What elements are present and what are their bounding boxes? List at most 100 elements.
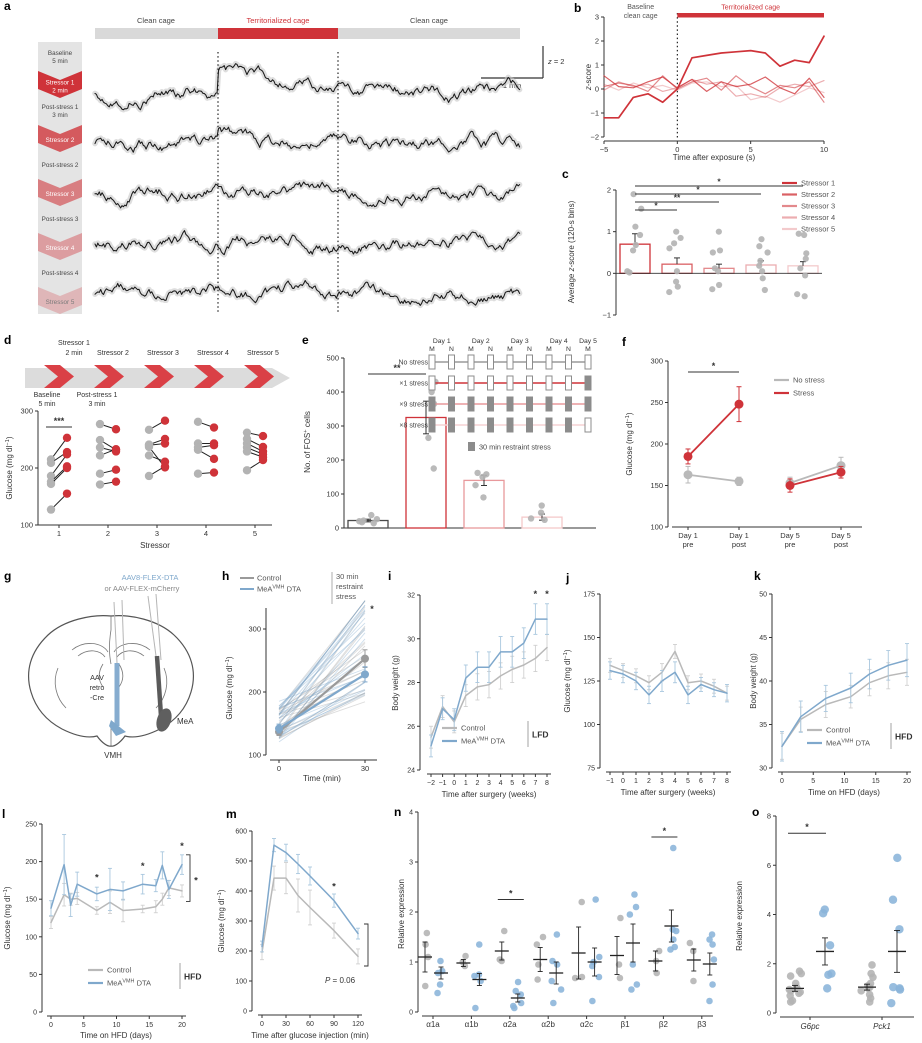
label: 2 — [607, 186, 611, 195]
label: Stressor 2 — [97, 350, 129, 357]
label: Relative expression — [397, 879, 406, 949]
label: Time after glucose injection (min) — [251, 1031, 369, 1040]
label: 1 — [607, 227, 611, 236]
session-box — [487, 354, 494, 370]
label: No stress — [793, 376, 825, 385]
label: 26 — [407, 724, 415, 731]
session-box — [526, 354, 533, 370]
comparison-bracket — [364, 923, 369, 967]
label: 10 — [113, 1022, 121, 1029]
label: 100 — [650, 523, 663, 532]
mean-bars — [648, 909, 679, 972]
label: 8 — [767, 812, 771, 821]
panel-k-canvas: 30 35 40 45 50 0 5 10 15 20 Control MeAVMH DTA HFD Ti… — [749, 592, 912, 798]
label: Stressor 1 — [801, 179, 835, 188]
label: Stressor 1 — [58, 340, 90, 347]
label: 3 min — [88, 401, 105, 408]
label: 1 — [464, 780, 468, 787]
label: N — [527, 346, 532, 353]
label: 5 — [82, 1022, 86, 1029]
label: Territorialized cage — [721, 5, 780, 12]
panel-m-letter: m — [226, 807, 237, 821]
session-box — [584, 417, 592, 433]
label: 0 — [675, 145, 679, 154]
p-value-note: P = 0.06 — [325, 976, 356, 985]
panel-o-letter: o — [752, 805, 760, 819]
clean-cage-bar — [95, 28, 218, 39]
label: 250 — [650, 398, 663, 407]
series-dta — [49, 834, 184, 917]
label: No. of FOS+ cells — [303, 411, 312, 473]
label: * — [663, 826, 667, 836]
session-box — [584, 375, 592, 391]
panel-c-letter: c — [562, 167, 569, 181]
label: 150 — [25, 897, 37, 904]
territorialized-bar — [218, 28, 338, 39]
label: 32 — [407, 593, 415, 600]
panel-d-canvas: Stressor 1 2 min Stressor 2 Stressor 3 Stres… — [5, 340, 290, 550]
session-box — [526, 396, 533, 412]
label: 8 — [725, 778, 729, 785]
session-box — [565, 396, 572, 412]
panel-g-letter: g — [4, 569, 12, 583]
label: 200 — [235, 949, 247, 956]
label: M — [429, 346, 435, 353]
label: 1 — [595, 61, 599, 70]
label: Day 5 — [780, 531, 800, 540]
label: α1b — [465, 1020, 479, 1029]
label: Stressor 1 — [46, 80, 75, 87]
label: Post-stress 1 — [42, 104, 79, 111]
label: 300 — [20, 407, 33, 416]
label: 1 min — [503, 81, 521, 90]
session-box — [565, 375, 572, 391]
series-control — [49, 879, 184, 929]
panel-d-letter: d — [4, 333, 12, 347]
label: 4 — [409, 810, 413, 817]
scale-bars: z = 2 1 min — [481, 46, 564, 90]
label: 300 — [235, 919, 247, 926]
label: Day 5 — [579, 338, 597, 345]
label: α2a — [503, 1020, 517, 1029]
panel-i: 24 26 28 30 32 −2 −1 0 1 2 3 4 5 6 7 8 * * Control MeAVMH D… — [391, 589, 551, 799]
label: 150 — [650, 481, 663, 490]
label: * — [805, 822, 809, 832]
stressor-chevron — [244, 365, 274, 388]
series-dta — [275, 666, 369, 734]
comparison-bracket — [186, 854, 191, 902]
label: Time on HFD (days) — [808, 788, 880, 797]
stressor-chevron — [38, 233, 82, 260]
label: 0 — [49, 1022, 53, 1029]
label: Control — [826, 726, 851, 735]
label: 4 — [673, 778, 677, 785]
photometry-traces — [92, 60, 523, 309]
label: HFD — [184, 972, 201, 982]
label: 2 — [647, 778, 651, 785]
label: 7 — [533, 780, 537, 787]
legend: No stress Stress — [774, 376, 825, 398]
label: Time on HFD (days) — [80, 1031, 152, 1040]
y-axis: 0 1 2 3 4 — [409, 810, 419, 1017]
label: post — [834, 540, 849, 549]
stressor-chevron — [38, 71, 82, 98]
label: 6 — [699, 778, 703, 785]
label: * — [534, 589, 538, 600]
session-box — [545, 354, 553, 370]
session-box — [506, 354, 514, 370]
panel-k-letter: k — [754, 569, 761, 583]
legend: Control MeAVMH DTA LFD — [442, 721, 549, 747]
session-box — [584, 354, 592, 370]
panel-l-canvas: 0 50 100 150 200 250 0 5 10 15 20 * * * Control MeAVMH … — [3, 822, 201, 1041]
label: z = 2 — [547, 57, 564, 66]
data-points — [421, 844, 718, 1012]
label: Territorialized cage — [247, 16, 310, 25]
mean-bars — [494, 941, 525, 1003]
session-box — [448, 375, 455, 391]
label: 3 — [487, 780, 491, 787]
label: β2 — [659, 1020, 669, 1029]
vmh-blob — [109, 720, 126, 736]
